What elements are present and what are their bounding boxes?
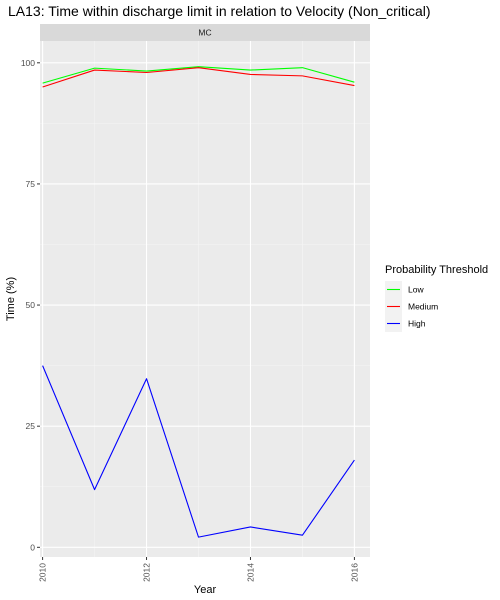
series-lines [42,66,355,538]
y-tick-label: 0 [30,542,35,552]
y-tick-label: 50 [26,300,36,310]
legend-label-medium: Medium [408,302,438,312]
facet-strip-label: MC [198,28,211,38]
legend-label-high: High [408,319,426,329]
x-tick-label: 2016 [349,563,359,582]
plot-panel [40,41,370,557]
chart-title: LA13: Time within discharge limit in rel… [8,3,431,19]
series-line-medium [42,67,355,88]
y-tick-label: 75 [26,179,36,189]
legend-label-low: Low [408,285,424,295]
y-tick-label: 25 [26,421,36,431]
legend: Probability Threshold Low Medium High [385,264,488,332]
x-axis-title: Year [194,584,217,596]
facet-strip [40,24,370,41]
y-tick-label: 100 [21,58,35,68]
x-tick-label: 2014 [245,563,255,582]
y-axis: 0 25 50 75 100 [21,58,40,552]
series-line-high [42,365,355,538]
grid-lines [40,41,370,557]
x-tick-label: 2012 [142,563,152,582]
series-line-low [42,66,355,84]
x-tick-label: 2010 [38,563,48,582]
x-axis: 2010 2012 2014 2016 [38,557,359,582]
y-axis-title: Time (%) [5,277,17,321]
legend-title: Probability Threshold [385,264,488,276]
